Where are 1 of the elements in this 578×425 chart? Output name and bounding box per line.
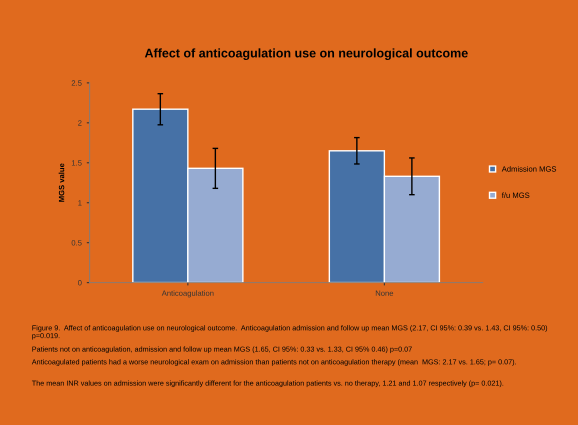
chart-title: Affect of anticoagulation use on neurological outcome — [144, 48, 468, 60]
